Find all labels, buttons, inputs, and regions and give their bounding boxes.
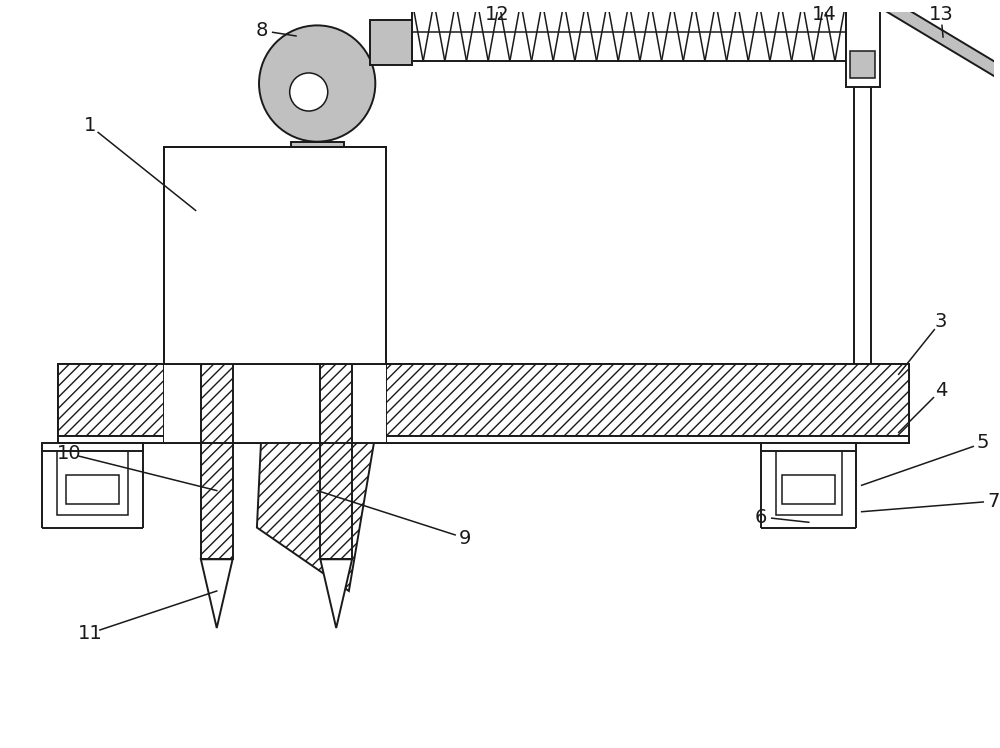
Text: 14: 14 xyxy=(812,5,837,25)
Text: 7: 7 xyxy=(988,491,1000,511)
Text: 1: 1 xyxy=(84,117,96,135)
Text: 10: 10 xyxy=(56,444,81,463)
Bar xyxy=(164,147,386,364)
Bar xyxy=(58,364,909,435)
Text: 11: 11 xyxy=(77,624,102,643)
Bar xyxy=(164,358,386,364)
Text: 3: 3 xyxy=(935,312,947,331)
Bar xyxy=(58,435,909,443)
Bar xyxy=(412,2,846,61)
Bar xyxy=(320,364,352,560)
Circle shape xyxy=(290,73,328,111)
Bar xyxy=(761,443,856,452)
Text: 8: 8 xyxy=(256,21,268,40)
Bar xyxy=(66,475,119,504)
Bar xyxy=(386,364,909,435)
Bar xyxy=(58,364,164,435)
Bar xyxy=(782,475,835,504)
Bar xyxy=(164,361,386,443)
Text: 5: 5 xyxy=(977,434,989,453)
Bar xyxy=(846,0,880,87)
Polygon shape xyxy=(201,560,233,628)
Bar xyxy=(776,443,842,515)
Polygon shape xyxy=(257,373,386,591)
Bar xyxy=(164,147,386,364)
Bar xyxy=(42,443,143,452)
Polygon shape xyxy=(874,0,1000,90)
Bar xyxy=(370,20,412,64)
Bar xyxy=(57,443,128,515)
Bar xyxy=(386,435,909,443)
Bar xyxy=(291,141,344,147)
Text: 13: 13 xyxy=(929,5,953,25)
Bar xyxy=(58,435,164,443)
Text: 4: 4 xyxy=(935,381,947,399)
Circle shape xyxy=(259,25,375,141)
Text: 12: 12 xyxy=(485,5,509,25)
Text: 6: 6 xyxy=(755,507,767,527)
Polygon shape xyxy=(320,560,352,628)
Bar xyxy=(201,364,233,560)
Text: 9: 9 xyxy=(459,529,471,548)
Bar xyxy=(850,51,875,79)
